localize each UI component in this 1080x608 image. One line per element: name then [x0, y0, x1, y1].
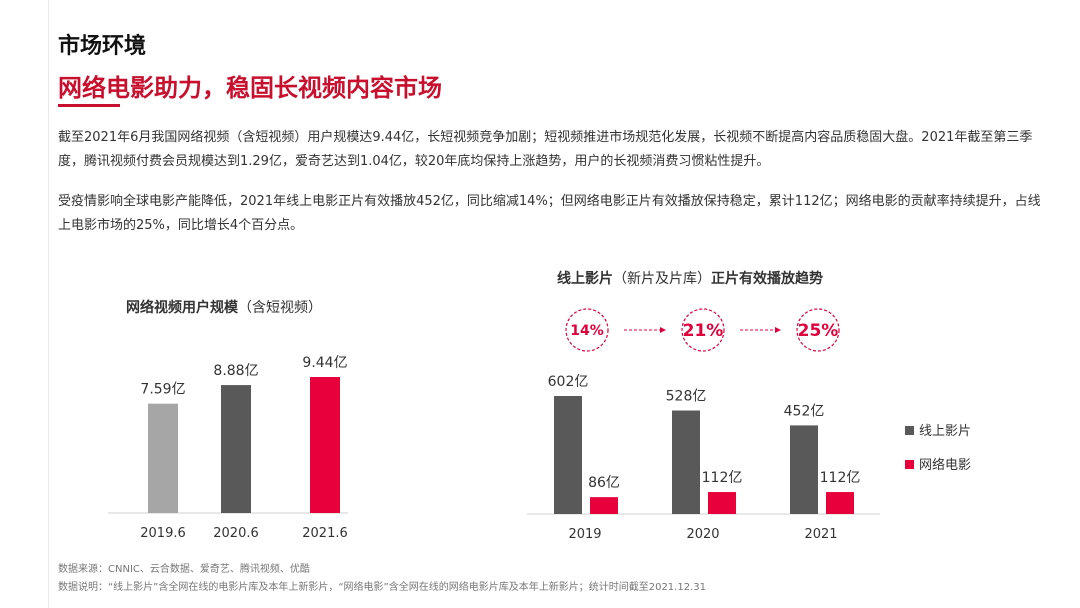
- chart2-bar-线上影片-2021: [790, 425, 818, 514]
- chart1-title: 网络视频用户规模（含短视频）: [126, 297, 322, 317]
- chart2-tick-label: 2019: [568, 527, 601, 542]
- share-badge-circle: [565, 308, 609, 352]
- chart1-bar-2019.6: [148, 403, 178, 513]
- chart2-bar-网络电影-2019: [590, 497, 618, 514]
- chart1-bar-2020.6: [221, 385, 251, 513]
- chart2-value-label: 86亿: [588, 475, 620, 491]
- share-arrow-head: [775, 327, 781, 333]
- share-arrow-head: [660, 327, 666, 333]
- chart2-bar-网络电影-2020: [708, 492, 736, 514]
- chart1-value-label: 9.44亿: [302, 355, 347, 371]
- data-note: 数据说明：“线上影片”含全网在线的电影片库及本年上新影片，“网络电影”含全网在线…: [58, 582, 706, 593]
- chart2-value-label: 112亿: [702, 470, 743, 486]
- chart2-bar-线上影片-2020: [672, 410, 700, 514]
- legend-swatch-线上影片: [905, 426, 914, 435]
- left-divider: [48, 0, 49, 608]
- page-headline: 网络电影助力，稳固长视频内容市场: [58, 74, 442, 102]
- share-badge-value: 21%: [683, 321, 724, 341]
- chart1-tick-label: 2020.6: [213, 526, 259, 541]
- data-source: 数据来源：CNNIC、云合数据、爱奇艺、腾讯视频、优酷: [58, 564, 310, 575]
- legend-swatch-网络电影: [905, 460, 914, 469]
- chart1-title-main: 网络视频用户规模: [126, 300, 238, 316]
- chart1-value-label: 7.59亿: [140, 382, 185, 398]
- chart2-tick-label: 2021: [804, 527, 837, 542]
- chart2-bar-网络电影-2021: [826, 492, 854, 514]
- chart1-bar-2021.6: [310, 377, 340, 513]
- share-badge-value: 25%: [798, 321, 839, 341]
- chart1-value-label: 8.88亿: [213, 363, 258, 379]
- chart2-value-label: 528亿: [666, 389, 707, 405]
- headline-underline: [58, 104, 120, 107]
- chart2-title: 线上影片（新片及片库）正片有效播放趋势: [557, 268, 823, 288]
- share-badge-value: 14%: [570, 323, 604, 339]
- chart2-title-main: 线上影片: [557, 271, 613, 287]
- chart2-title-tail: 正片有效播放趋势: [711, 271, 823, 287]
- chart2-bar-线上影片-2019: [554, 396, 582, 514]
- section-title: 市场环境: [58, 34, 147, 59]
- chart2-tick-label: 2020: [686, 527, 719, 542]
- legend-label: 网络电影: [919, 457, 971, 473]
- chart1-tick-label: 2021.6: [302, 526, 348, 541]
- chart1-title-paren: （含短视频）: [238, 300, 322, 316]
- share-badge-circle: [796, 308, 840, 352]
- share-badge-circle: [681, 308, 725, 352]
- chart2-value-label: 112亿: [820, 470, 861, 486]
- legend-label: 线上影片: [919, 424, 971, 439]
- chart2-title-paren: （新片及片库）: [613, 271, 711, 287]
- chart1-tick-label: 2019.6: [140, 526, 186, 541]
- chart2-value-label: 602亿: [548, 374, 589, 390]
- chart2-value-label: 452亿: [784, 403, 825, 419]
- paragraph-user-scale: 截至2021年6月我国网络视频（含短视频）用户规模达9.44亿，长短视频竞争加剧…: [58, 130, 1033, 169]
- paragraph-online-film: 受疫情影响全球电影产能降低，2021年线上电影正片有效播放452亿，同比缩减14…: [58, 194, 1041, 233]
